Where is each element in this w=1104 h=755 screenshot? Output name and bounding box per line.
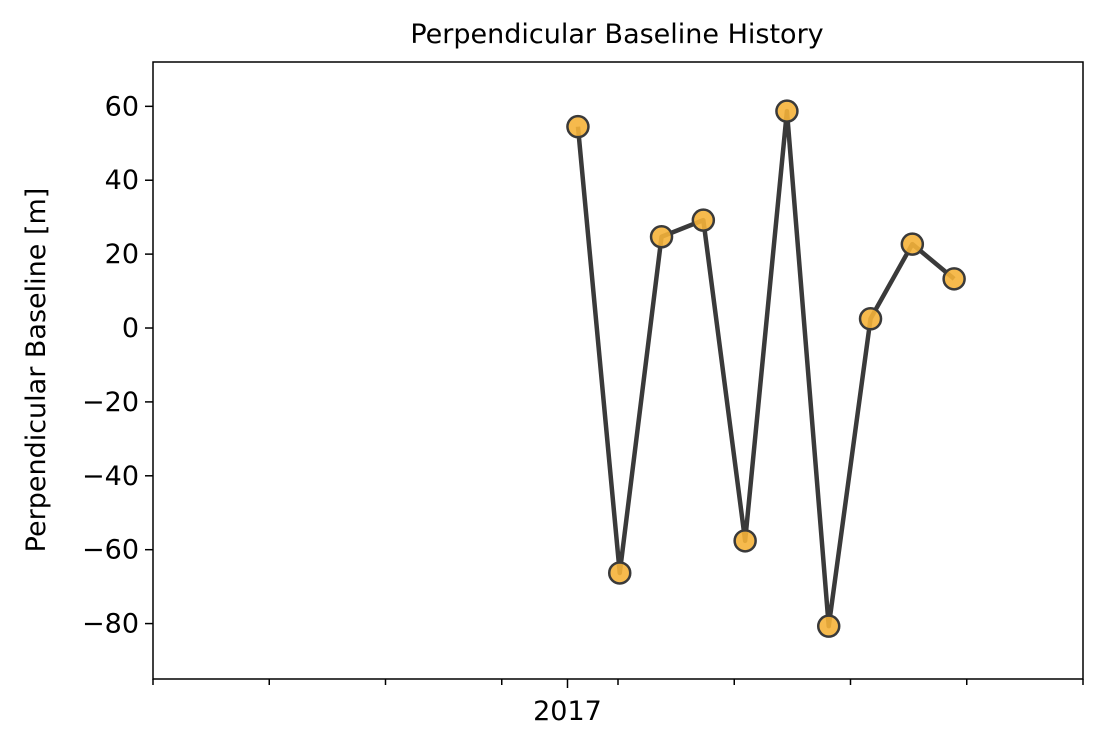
y-tick-label: −80 [82, 609, 139, 640]
x-tick-label: 2017 [533, 696, 602, 727]
data-point [858, 307, 883, 331]
data-point [691, 208, 716, 232]
series-line [575, 108, 956, 629]
data-point [607, 561, 632, 585]
y-axis: 60 40 20 0 −20 −40 −60 −80 [82, 91, 153, 640]
y-axis-label: Perpendicular Baseline [m] [21, 188, 52, 553]
y-tick-label: −60 [82, 535, 139, 566]
y-tick-label: −20 [82, 387, 139, 418]
series-layer [566, 99, 966, 638]
data-point [900, 232, 925, 256]
data-point [566, 114, 590, 139]
data-point [816, 614, 841, 638]
y-tick-label: −40 [82, 461, 139, 492]
y-tick-label: 0 [122, 313, 139, 344]
chart-title: Perpendicular Baseline History [410, 19, 823, 50]
data-point [775, 99, 799, 123]
y-tick-label: 40 [105, 165, 139, 196]
data-point [942, 267, 966, 291]
plot-frame [152, 61, 1084, 680]
x-axis: 2017 [152, 679, 1084, 727]
y-tick-label: 20 [105, 239, 139, 270]
data-point [649, 225, 674, 249]
data-point [733, 529, 757, 553]
y-tick-label: 60 [105, 91, 139, 122]
